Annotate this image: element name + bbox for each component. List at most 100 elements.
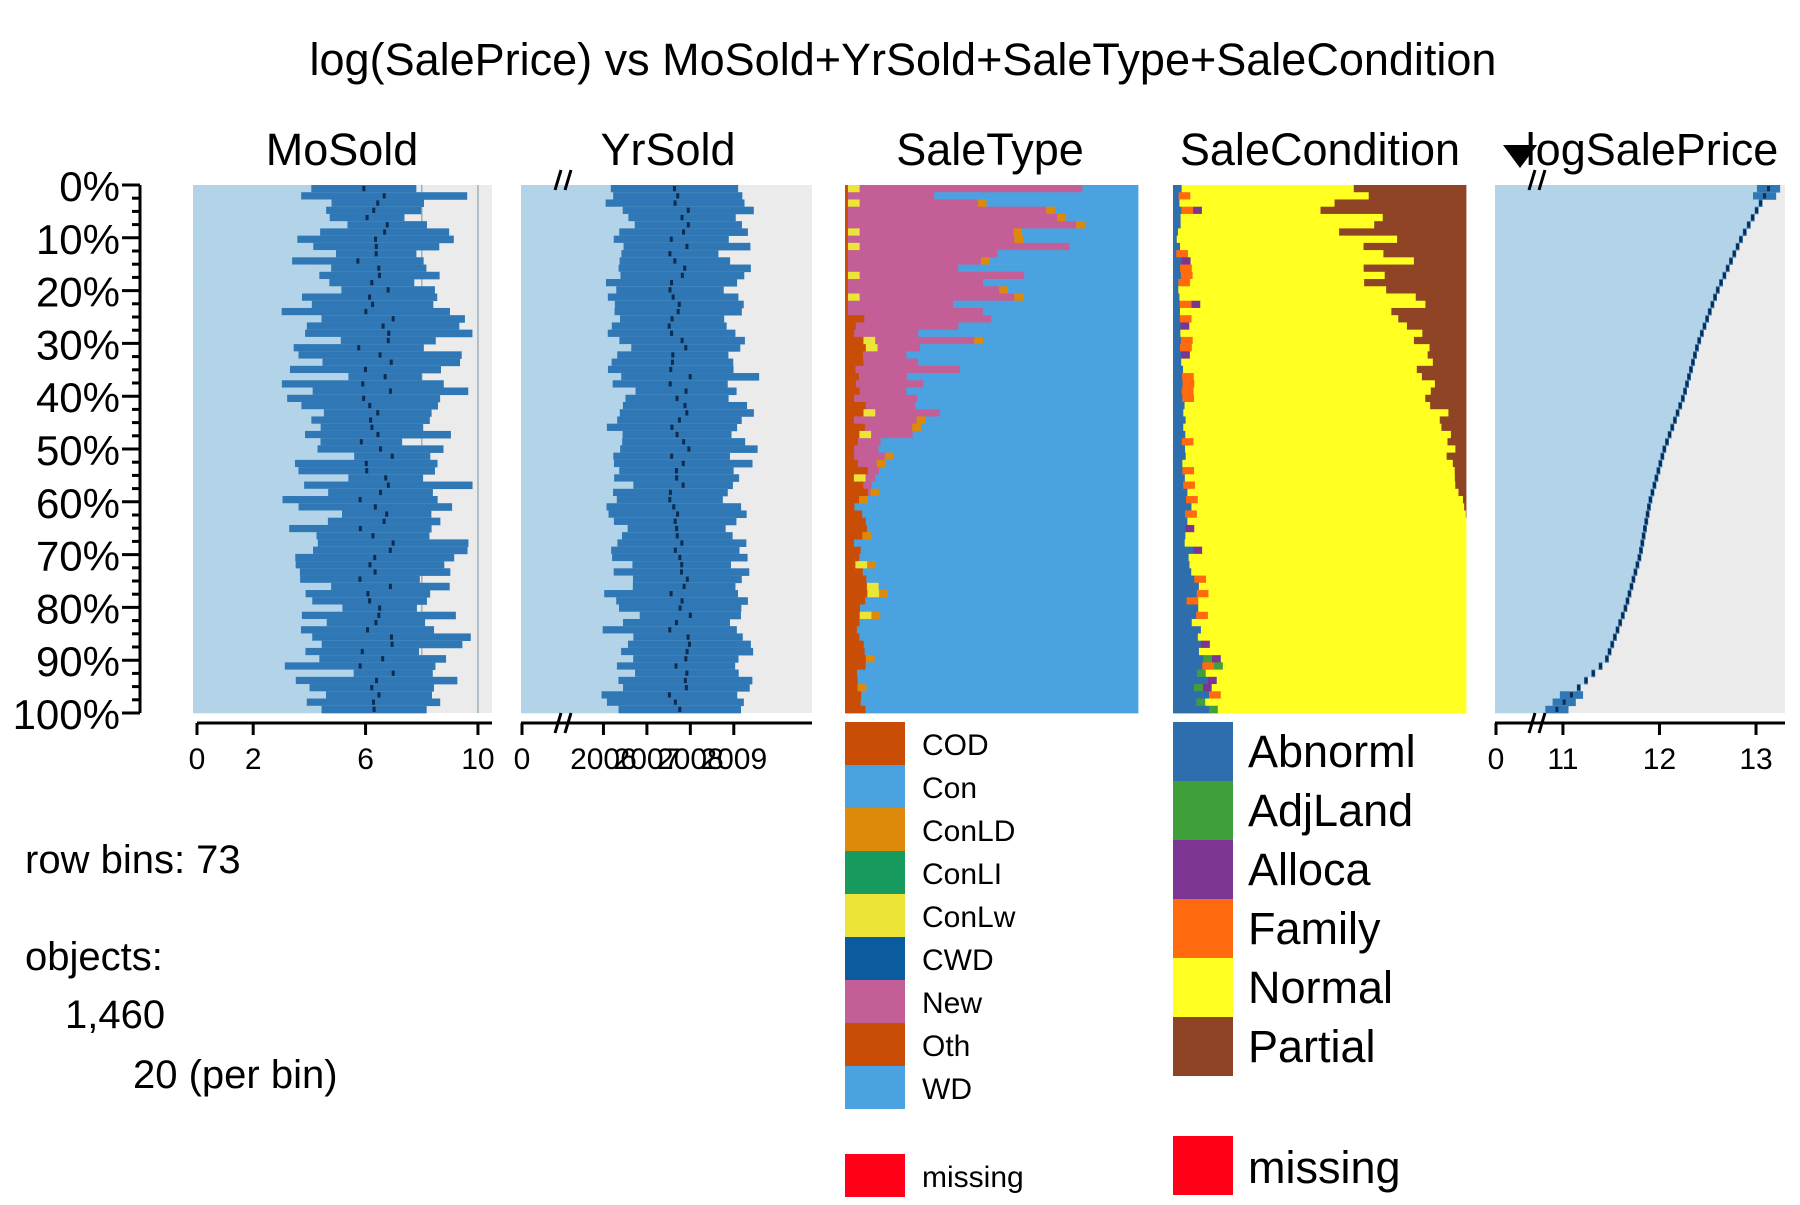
- segment-cod: [845, 662, 866, 671]
- bin-range-light: [1495, 322, 1707, 330]
- x-tick-label: 2006: [570, 743, 637, 776]
- segment-wd: [1066, 213, 1139, 222]
- info-block: row bins: 73 objects: 1,460 20 (per bin): [25, 838, 338, 1097]
- bin-range-light: [1495, 568, 1638, 576]
- x-tick-label: 0: [1488, 743, 1505, 776]
- segment-cod: [845, 387, 861, 396]
- segment-partial: [1397, 235, 1467, 244]
- segment-abnorml: [1173, 597, 1187, 605]
- segment-conlw: [847, 271, 861, 280]
- segment-cod: [845, 467, 869, 475]
- segment-new: [847, 206, 1047, 215]
- x-tick-label: 10: [461, 743, 494, 776]
- segment-normal: [1185, 430, 1452, 439]
- bin-range-light: [1495, 647, 1612, 656]
- segment-wd: [991, 315, 1139, 323]
- axis-break-mark: [553, 712, 563, 734]
- x-tick-label: 11: [1547, 743, 1578, 776]
- x-tick-label: 2008: [657, 743, 724, 776]
- panel-salecondition: SaleCondition: [1173, 124, 1467, 714]
- bin-range-light: [1495, 553, 1642, 562]
- bin-range-light: [1495, 590, 1632, 598]
- bin-range-light: [1495, 532, 1646, 540]
- bin-range-light: [193, 438, 403, 446]
- bin-range-light: [193, 452, 431, 461]
- y-tick-label: 0%: [59, 163, 120, 210]
- bin-range-light: [1495, 438, 1669, 446]
- bin-range-light: [1495, 423, 1675, 432]
- segment-wd: [854, 539, 1139, 548]
- legend-label-missing: missing: [1248, 1142, 1401, 1193]
- segment-normal: [1191, 503, 1465, 511]
- bin-range-light: [1495, 257, 1733, 265]
- segment-abnorml: [1173, 242, 1181, 251]
- segment-normal: [1220, 691, 1467, 699]
- segment-family: [1180, 264, 1193, 273]
- segment-normal: [1185, 445, 1456, 454]
- bin-range-light: [1495, 539, 1645, 547]
- segment-new: [847, 213, 1058, 222]
- axis-break-mark: [1537, 712, 1547, 734]
- segment-adjland: [1209, 705, 1219, 714]
- segment-normal: [1209, 640, 1467, 649]
- segment-wd: [879, 488, 1139, 497]
- segment-cod: [845, 611, 861, 620]
- bin-range-light: [1495, 618, 1623, 627]
- segment-normal: [1182, 459, 1454, 468]
- segment-alloca: [1193, 206, 1203, 215]
- segment-abnorml: [1173, 582, 1200, 591]
- segment-normal: [1181, 358, 1434, 367]
- segment-normal: [1177, 228, 1340, 237]
- segment-abnorml: [1173, 409, 1184, 417]
- legend-swatch: [845, 937, 905, 980]
- segment-normal: [1184, 401, 1431, 410]
- segment-wd: [1023, 235, 1139, 244]
- segment-conld: [862, 532, 872, 540]
- segment-wd: [989, 257, 1139, 265]
- bin-range-light: [193, 271, 440, 280]
- segment-wd: [906, 373, 1139, 381]
- segment-partial: [1450, 430, 1467, 439]
- segment-wd: [918, 358, 1139, 367]
- bin-range-light: [1495, 315, 1710, 323]
- segment-abnorml: [1173, 655, 1204, 663]
- segment-abnorml: [1173, 307, 1181, 316]
- segment-cod: [845, 597, 866, 605]
- legend-label: COD: [922, 729, 989, 762]
- segment-conlw: [847, 199, 861, 208]
- axis-break-mark: [1527, 169, 1537, 191]
- segment-abnorml: [1173, 322, 1181, 331]
- segment-normal: [1190, 257, 1415, 265]
- segment-cod: [845, 510, 863, 519]
- segment-cod: [845, 401, 867, 410]
- bin-range-light: [1495, 662, 1603, 670]
- segment-normal: [1184, 474, 1456, 482]
- segment-new: [847, 192, 935, 200]
- segment-family: [1209, 691, 1222, 699]
- segment-wd: [885, 459, 1139, 468]
- segment-cod: [845, 351, 864, 359]
- segment-cod: [845, 221, 849, 229]
- segment-cod: [845, 532, 863, 540]
- bin-range-light: [1495, 684, 1581, 692]
- segment-abnorml: [1173, 452, 1187, 461]
- segment-family: [1181, 206, 1194, 215]
- y-tick-label: 40%: [36, 374, 120, 421]
- bin-range-light: [1495, 365, 1693, 374]
- bin-range-light: [1495, 496, 1653, 504]
- legend-label: AdjLand: [1248, 785, 1413, 836]
- segment-wd: [860, 546, 1139, 555]
- segment-abnorml: [1173, 676, 1209, 685]
- segment-cod: [845, 647, 866, 656]
- segment-new: [859, 271, 1025, 280]
- bin-range-light: [521, 344, 741, 352]
- segment-normal: [1189, 322, 1408, 331]
- segment-abnorml: [1173, 213, 1182, 222]
- legend-swatch-missing: [845, 1154, 905, 1197]
- segment-wd: [934, 192, 1139, 200]
- bin-range-light: [521, 394, 729, 403]
- segment-cod: [845, 358, 864, 367]
- segment-new: [857, 438, 882, 446]
- bin-range-light: [1495, 401, 1683, 410]
- bin-range-light: [193, 213, 405, 222]
